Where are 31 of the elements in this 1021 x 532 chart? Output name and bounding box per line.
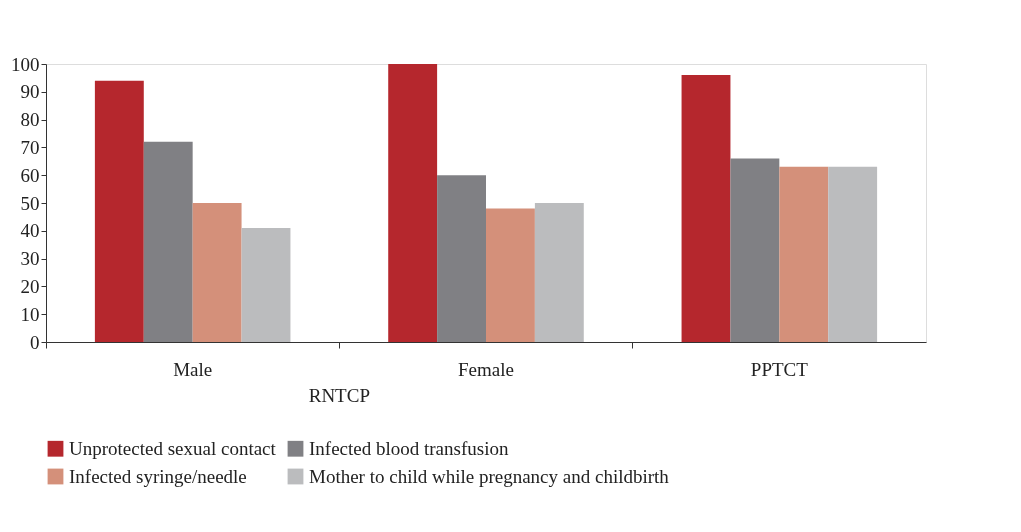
bar — [828, 166, 878, 342]
y-tick-label: 50 — [20, 192, 40, 214]
y-tick-label: 100 — [11, 53, 40, 75]
text: RNTCP — [308, 385, 370, 406]
x-tick-label: PPTCT — [750, 358, 809, 380]
legend-label: Infected syringe/needle — [69, 465, 247, 487]
y-tick-label: 60 — [20, 164, 40, 186]
x-tick-label: Female — [458, 358, 514, 380]
bar — [143, 141, 193, 342]
bar — [779, 166, 829, 342]
bar — [730, 158, 780, 342]
bar — [486, 208, 535, 342]
y-tick-label: 40 — [20, 220, 40, 242]
y-tick-label: 0 — [30, 331, 40, 353]
y-tick-label: 70 — [20, 136, 40, 158]
bar — [437, 175, 486, 342]
legend-label: Infected blood transfusion — [309, 437, 509, 459]
y-tick-label: 90 — [20, 81, 40, 103]
y-tick-label: 80 — [20, 109, 40, 131]
x-tick-label: Male — [173, 358, 213, 380]
legend-label: Mother to child while pregnancy and childbirth — [309, 465, 670, 487]
y-tick-label: 10 — [20, 303, 40, 325]
y-tick-label: 20 — [20, 275, 40, 297]
bar — [241, 228, 291, 342]
bar — [534, 203, 584, 342]
bar — [681, 75, 731, 342]
legend-label: Unprotected sexual contact — [69, 437, 277, 459]
bar — [388, 64, 438, 342]
bar — [192, 203, 242, 342]
y-tick-label: 30 — [20, 248, 40, 270]
bar — [94, 80, 144, 342]
